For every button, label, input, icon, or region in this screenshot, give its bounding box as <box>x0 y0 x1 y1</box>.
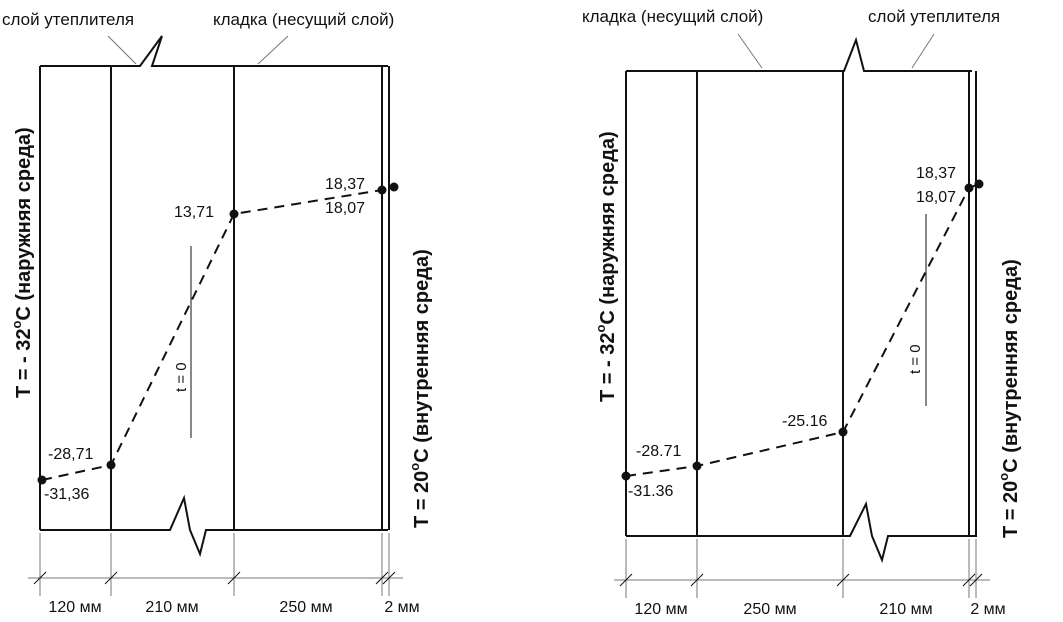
left-dim-tick <box>104 571 118 585</box>
right-inner-degree: o <box>996 473 1011 481</box>
right-temp-value: 18,37 <box>916 165 956 182</box>
right-masonry-leader <box>737 33 763 69</box>
left-dim-label: 250 мм <box>279 599 332 616</box>
right-dim-label: 210 мм <box>879 601 932 618</box>
left-temp-point <box>377 185 387 195</box>
right-outer-degree: o <box>593 325 608 333</box>
right-dim-tick <box>962 573 976 587</box>
right-inner-main: T = 20 <box>1000 481 1022 538</box>
right-dim-tick <box>690 573 704 587</box>
right-insulation-label: слой утеплителя <box>868 7 1000 26</box>
right-dim-tick <box>969 573 983 587</box>
left-zero-label: t = 0 <box>173 362 190 392</box>
left-temp-value: 18,07 <box>325 200 365 217</box>
left-diagram: слой утеплителя кладка (несущий слой) -3… <box>2 10 433 616</box>
left-temp-point <box>106 460 116 470</box>
left-temp-point <box>229 209 239 219</box>
left-outer-environment-label: T = - 32oC (наружняя среда) <box>9 127 35 398</box>
left-masonry-label: кладка (несущий слой) <box>213 10 394 29</box>
right-temp-value: -31.36 <box>628 483 673 500</box>
right-insulation-leader <box>911 33 935 69</box>
right-temp-value: -25.16 <box>782 413 827 430</box>
left-dim-label: 2 мм <box>384 599 419 616</box>
right-inner-environment-label: T = 20oC (внутренняя среда) <box>996 259 1022 538</box>
left-inner-rest: C (внутренняя среда) <box>411 249 433 463</box>
left-temp-value: 18,37 <box>325 176 365 193</box>
left-temp-value: 13,71 <box>174 204 214 221</box>
left-masonry-leader <box>257 35 289 65</box>
left-dim-tick <box>382 571 396 585</box>
left-outer-degree: o <box>9 321 24 329</box>
right-outer-environment-label: T = - 32oC (наружняя среда) <box>593 131 619 402</box>
left-dim-label: 120 мм <box>48 599 101 616</box>
left-temperature-line <box>41 186 395 481</box>
left-temp-value: -28,71 <box>48 446 93 463</box>
right-temp-point <box>692 461 702 471</box>
right-dim-label: 2 мм <box>970 601 1005 618</box>
right-temp-value: -28.71 <box>636 443 681 460</box>
right-zero-label: t = 0 <box>907 344 924 374</box>
left-dim-tick <box>375 571 389 585</box>
right-temp-point <box>838 427 848 437</box>
right-masonry-label: кладка (несущий слой) <box>582 7 763 26</box>
left-dim-tick <box>227 571 241 585</box>
left-inner-main: T = 20 <box>411 471 433 528</box>
right-outer-rest: C (наружняя среда) <box>597 131 619 324</box>
left-outer-main: T = - 32 <box>13 329 35 398</box>
right-outer-main: T = - 32 <box>597 333 619 402</box>
left-inner-environment-label: T = 20oC (внутренняя среда) <box>407 249 433 528</box>
left-outer-rest: C (наружняя среда) <box>13 127 35 320</box>
left-insulation-label: слой утеплителя <box>2 10 134 29</box>
left-insulation-leader <box>107 35 137 65</box>
right-temp-value: 18,07 <box>916 189 956 206</box>
right-diagram: кладка (несущий слой) слой утеплителя -3… <box>582 7 1022 618</box>
right-dim-label: 250 мм <box>743 601 796 618</box>
right-temp-point <box>964 183 974 193</box>
left-inner-degree: o <box>407 463 422 471</box>
right-inner-rest: C (внутренняя среда) <box>1000 259 1022 473</box>
left-temp-point <box>389 182 399 192</box>
right-dim-tick <box>836 573 850 587</box>
left-wall-bottom <box>40 494 388 558</box>
left-temp-value: -31,36 <box>44 486 89 503</box>
right-temp-point <box>621 471 631 481</box>
left-dim-label: 210 мм <box>145 599 198 616</box>
right-wall-bottom <box>626 500 977 564</box>
right-dim-tick <box>619 573 633 587</box>
right-dim-label: 120 мм <box>634 601 687 618</box>
right-temp-point <box>974 179 984 189</box>
left-temp-point <box>37 475 47 485</box>
left-dim-tick <box>33 571 47 585</box>
left-wall-top <box>40 35 388 67</box>
right-wall-top <box>626 36 972 72</box>
